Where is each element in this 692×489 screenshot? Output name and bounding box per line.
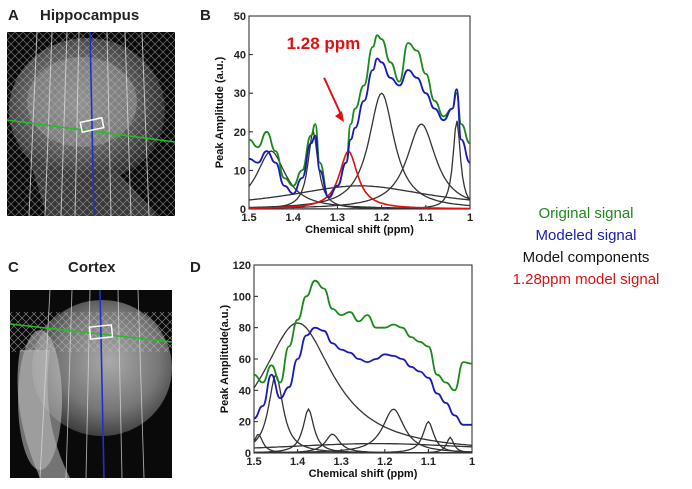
chart0-component-4 [249, 120, 470, 209]
chart0-series-original-signal [249, 34, 470, 199]
chart-d: 1.5 1.4 1.3 1.2 1.1 1 0 20 40 60 80 100 120 Chemical … [196, 257, 480, 482]
mri-sagittal-slice-a [7, 32, 175, 216]
chart1-ytick-label: 100 [233, 291, 251, 303]
chart0-component-5 [249, 185, 470, 201]
chart1-component-8 [254, 442, 472, 449]
chart1-ylabel: Peak Amplitude(a.u.) [219, 304, 231, 413]
chart1-xtick-label: 1 [469, 456, 475, 468]
chart0-xtick-label: 1.5 [241, 212, 256, 224]
chart0-xtick-label: 1.3 [330, 212, 345, 224]
panel-letter-d: D [190, 259, 201, 276]
chart1-xtick-label: 1.5 [246, 456, 261, 468]
chart0-ytick-label: 10 [234, 165, 246, 177]
mri-image-hippocampus [7, 32, 175, 216]
mri-sagittal-slice-c [10, 290, 172, 478]
chart1-xtick-label: 1.3 [334, 456, 349, 468]
chart0-ytick-label: 0 [240, 204, 246, 216]
chart1-series-original-signal [254, 279, 472, 392]
chart1-ytick-label: 40 [239, 385, 251, 397]
legend-128ppm-model-signal: 1.28ppm model signal [512, 271, 660, 288]
legend: Original signal Modeled signal Model com… [480, 203, 692, 291]
chart1-xtick-label: 1.4 [290, 456, 306, 468]
chart0-component-2 [249, 92, 470, 209]
chart1-xlabel: Chemical shift (ppm) [309, 468, 418, 480]
chart0-plot-area [249, 34, 470, 209]
chart0-red-component [249, 150, 470, 209]
chart0-xtick-label: 1.1 [418, 212, 433, 224]
chart1-ytick-label: 120 [233, 260, 251, 272]
chart1-series-modeled-signal [254, 326, 472, 426]
chart0-ytick-label: 20 [234, 127, 246, 139]
panel-letter-c: C [8, 259, 19, 276]
chart1-component-4 [254, 420, 472, 453]
chart1-frame [253, 264, 473, 454]
chart0-xtick-label: 1 [467, 212, 473, 224]
chart0-annotation-arrow-head [335, 111, 345, 123]
chart1-xtick-label: 1.2 [377, 456, 392, 468]
chart1-component-0 [254, 322, 472, 447]
legend-original-signal: Original signal [538, 205, 634, 222]
chart0-ylabel: Peak Amplitude (a.u.) [214, 56, 226, 168]
chart1-ytick-label: 80 [239, 323, 251, 335]
chart-d-svg: 1.5 1.4 1.3 1.2 1.1 1 0 20 40 60 80 100 120 Chemical … [219, 260, 475, 480]
chart0-series-modeled-signal [249, 57, 470, 199]
chart1-plot-area [254, 279, 472, 453]
chart0-ytick-label: 40 [234, 50, 246, 62]
chart1-ytick-label: 60 [239, 354, 251, 366]
legend-model-components: Model components [522, 249, 650, 266]
chart0-xtick-label: 1.4 [286, 212, 302, 224]
chart0-xtick-label: 1.2 [374, 212, 389, 224]
panel-title-hippocampus: Hippocampus [40, 7, 140, 24]
mri-image-cortex [10, 290, 172, 478]
panel-letter-a: A [8, 7, 19, 24]
chart-b: 1.5 1.4 1.3 1.2 1.1 1 0 10 20 30 40 50 Chemical shif… [208, 8, 480, 238]
panel-letter-b: B [200, 7, 211, 24]
chart1-ytick-label: 20 [239, 417, 251, 429]
chart0-annotation-label: 1.28 ppm [287, 34, 361, 53]
legend-modeled-signal: Modeled signal [535, 227, 637, 244]
chart1-ytick-label: 0 [245, 448, 251, 460]
chart0-xlabel: Chemical shift (ppm) [305, 224, 414, 236]
chart0-ytick-label: 50 [234, 11, 246, 23]
chart0-annotation-arrow-line [323, 77, 343, 117]
chart1-component-7 [254, 436, 472, 453]
chart1-xtick-label: 1.1 [421, 456, 436, 468]
panel-title-cortex: Cortex [68, 259, 116, 276]
chart0-ytick-label: 30 [234, 88, 246, 100]
